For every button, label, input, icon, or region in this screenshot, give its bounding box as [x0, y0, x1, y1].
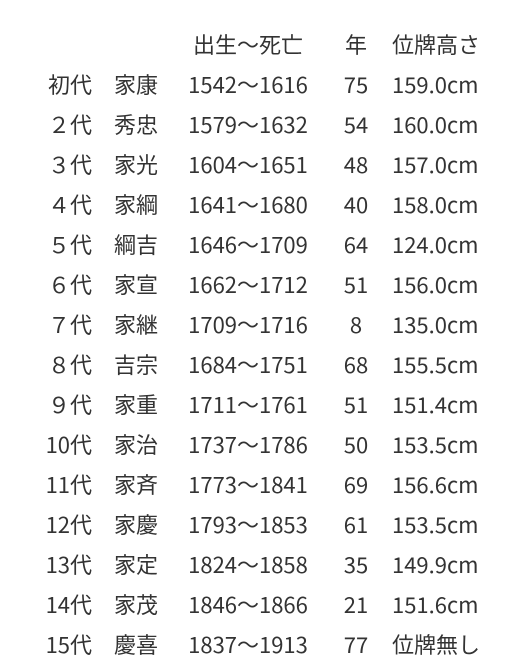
cell-name: 家斉 [104, 464, 168, 504]
cell-height: 158.0cm [384, 184, 509, 224]
cell-name: 家定 [104, 544, 168, 584]
cell-height: 157.0cm [384, 144, 509, 184]
cell-name: 秀忠 [104, 104, 168, 144]
cell-lifespan: 1737～1786 [168, 424, 328, 464]
cell-lifespan: 1604～1651 [168, 144, 328, 184]
cell-name: 家光 [104, 144, 168, 184]
col-header-lifespan: 出生～死亡 [168, 24, 328, 64]
table-row: ８代吉宗1684～175168155.5cm [18, 344, 509, 384]
shogun-table: 出生～死亡 年 位牌高さ 初代家康1542～161675159.0cm２代秀忠1… [18, 24, 509, 664]
cell-age: 51 [328, 384, 384, 424]
cell-age: 64 [328, 224, 384, 264]
cell-name: 家宣 [104, 264, 168, 304]
cell-name: 慶喜 [104, 624, 168, 664]
cell-lifespan: 1646～1709 [168, 224, 328, 264]
cell-name: 家綱 [104, 184, 168, 224]
table-row: 初代家康1542～161675159.0cm [18, 64, 509, 104]
cell-lifespan: 1773～1841 [168, 464, 328, 504]
table-row: ９代家重1711～176151151.4cm [18, 384, 509, 424]
cell-height: 160.0cm [384, 104, 509, 144]
cell-height: 位牌無し [384, 624, 509, 664]
table-row: 12代家慶1793～185361153.5cm [18, 504, 509, 544]
cell-height: 151.6cm [384, 584, 509, 624]
cell-height: 159.0cm [384, 64, 509, 104]
cell-height: 156.0cm [384, 264, 509, 304]
cell-lifespan: 1824～1858 [168, 544, 328, 584]
table-row: ３代家光1604～165148157.0cm [18, 144, 509, 184]
table-row: 14代家茂1846～186621151.6cm [18, 584, 509, 624]
cell-name: 家継 [104, 304, 168, 344]
table-row: ５代綱吉1646～170964124.0cm [18, 224, 509, 264]
cell-age: 77 [328, 624, 384, 664]
cell-generation: 15代 [18, 624, 104, 664]
cell-height: 149.9cm [384, 544, 509, 584]
cell-height: 135.0cm [384, 304, 509, 344]
table-row: 15代慶喜1837～191377位牌無し [18, 624, 509, 664]
cell-generation: ４代 [18, 184, 104, 224]
table-row: ７代家継1709～17168135.0cm [18, 304, 509, 344]
cell-height: 155.5cm [384, 344, 509, 384]
cell-age: 61 [328, 504, 384, 544]
cell-generation: ６代 [18, 264, 104, 304]
cell-generation: ７代 [18, 304, 104, 344]
cell-lifespan: 1711～1761 [168, 384, 328, 424]
table-row: ４代家綱1641～168040158.0cm [18, 184, 509, 224]
cell-name: 家康 [104, 64, 168, 104]
cell-lifespan: 1662～1712 [168, 264, 328, 304]
cell-name: 家重 [104, 384, 168, 424]
cell-age: 75 [328, 64, 384, 104]
cell-age: 21 [328, 584, 384, 624]
table-row: 11代家斉1773～184169156.6cm [18, 464, 509, 504]
cell-height: 153.5cm [384, 424, 509, 464]
cell-age: 51 [328, 264, 384, 304]
cell-name: 吉宗 [104, 344, 168, 384]
cell-name: 家慶 [104, 504, 168, 544]
cell-name: 家治 [104, 424, 168, 464]
cell-name: 綱吉 [104, 224, 168, 264]
cell-lifespan: 1837～1913 [168, 624, 328, 664]
table-row: 10代家治1737～178650153.5cm [18, 424, 509, 464]
cell-age: 40 [328, 184, 384, 224]
cell-generation: 初代 [18, 64, 104, 104]
cell-age: 50 [328, 424, 384, 464]
cell-generation: ８代 [18, 344, 104, 384]
cell-name: 家茂 [104, 584, 168, 624]
cell-age: 48 [328, 144, 384, 184]
table-row: ６代家宣1662～171251156.0cm [18, 264, 509, 304]
cell-generation: 11代 [18, 464, 104, 504]
cell-height: 124.0cm [384, 224, 509, 264]
cell-lifespan: 1641～1680 [168, 184, 328, 224]
col-header-age: 年 [328, 24, 384, 64]
cell-generation: ２代 [18, 104, 104, 144]
col-header-height: 位牌高さ [384, 24, 509, 64]
cell-age: 35 [328, 544, 384, 584]
cell-age: 54 [328, 104, 384, 144]
cell-lifespan: 1542～1616 [168, 64, 328, 104]
cell-lifespan: 1709～1716 [168, 304, 328, 344]
cell-height: 151.4cm [384, 384, 509, 424]
cell-generation: 13代 [18, 544, 104, 584]
cell-generation: ５代 [18, 224, 104, 264]
cell-generation: ３代 [18, 144, 104, 184]
cell-lifespan: 1846～1866 [168, 584, 328, 624]
cell-generation: 12代 [18, 504, 104, 544]
cell-generation: 10代 [18, 424, 104, 464]
cell-age: 8 [328, 304, 384, 344]
cell-generation: 14代 [18, 584, 104, 624]
cell-lifespan: 1684～1751 [168, 344, 328, 384]
cell-lifespan: 1793～1853 [168, 504, 328, 544]
cell-age: 69 [328, 464, 384, 504]
cell-age: 68 [328, 344, 384, 384]
table-header: 出生～死亡 年 位牌高さ [18, 24, 509, 64]
cell-height: 153.5cm [384, 504, 509, 544]
shogun-table-page: 出生～死亡 年 位牌高さ 初代家康1542～161675159.0cm２代秀忠1… [0, 0, 527, 641]
cell-lifespan: 1579～1632 [168, 104, 328, 144]
cell-height: 156.6cm [384, 464, 509, 504]
cell-generation: ９代 [18, 384, 104, 424]
table-row: ２代秀忠1579～163254160.0cm [18, 104, 509, 144]
table-row: 13代家定1824～185835149.9cm [18, 544, 509, 584]
